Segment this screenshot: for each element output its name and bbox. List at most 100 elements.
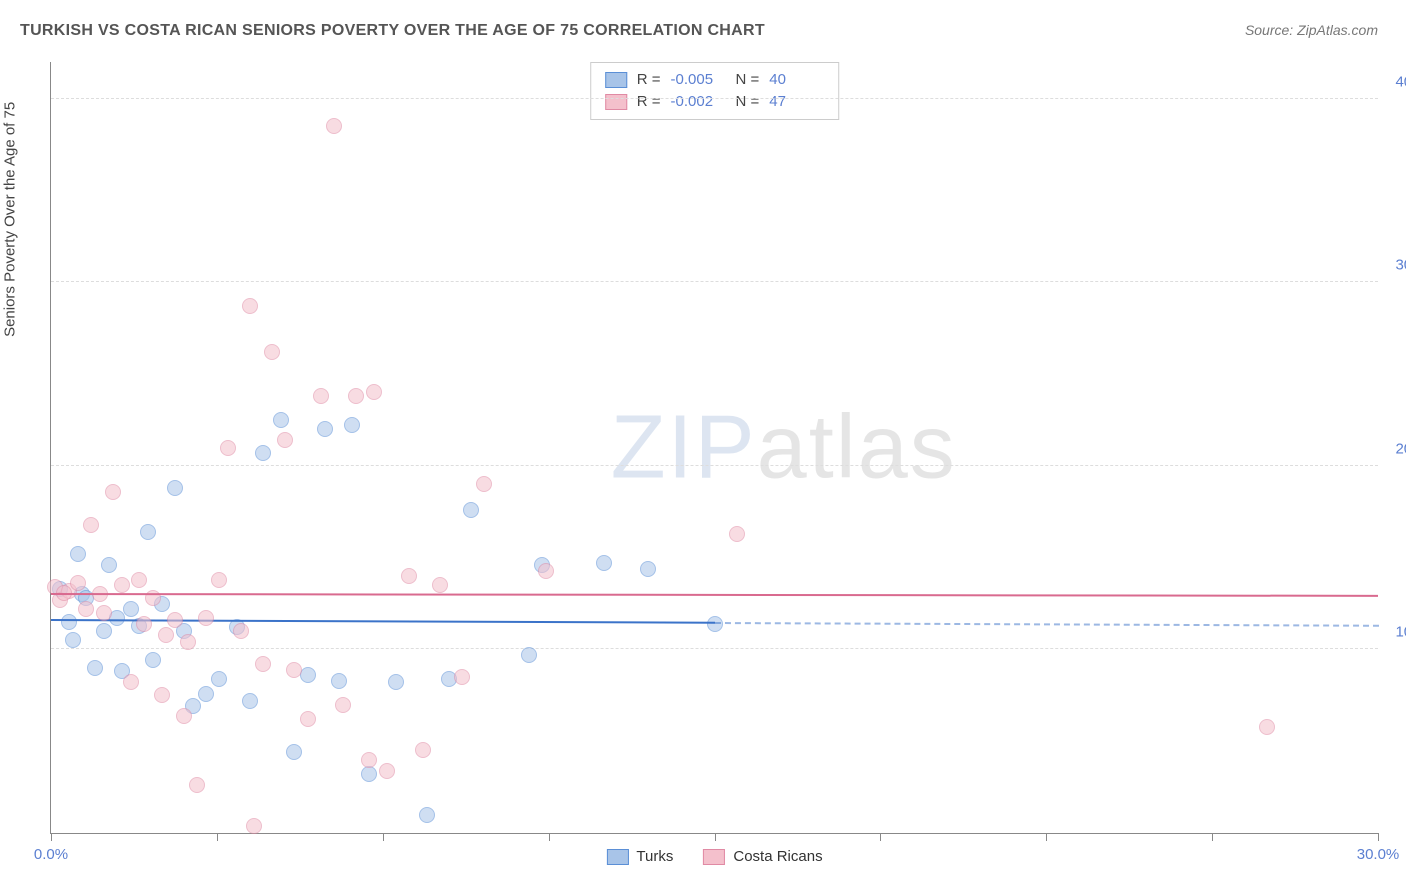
- x-tick: [715, 833, 716, 841]
- data-point: [463, 502, 479, 518]
- data-point: [388, 674, 404, 690]
- data-point: [415, 742, 431, 758]
- data-point: [1259, 719, 1275, 735]
- correlation-legend: R = -0.005 N = 40 R = -0.002 N = 47: [590, 62, 840, 120]
- data-point: [233, 623, 249, 639]
- data-point: [189, 777, 205, 793]
- x-tick: [383, 833, 384, 841]
- legend-swatch: [606, 849, 628, 865]
- data-point: [158, 627, 174, 643]
- data-point: [313, 388, 329, 404]
- data-point: [273, 412, 289, 428]
- data-point: [242, 298, 258, 314]
- data-point: [331, 673, 347, 689]
- data-point: [264, 344, 280, 360]
- data-point: [432, 577, 448, 593]
- data-point: [220, 440, 236, 456]
- series-legend: Turks Costa Ricans: [606, 848, 822, 865]
- data-point: [476, 476, 492, 492]
- x-tick: [51, 833, 52, 841]
- data-point: [255, 445, 271, 461]
- watermark: ZIPatlas: [611, 396, 957, 499]
- data-point: [105, 484, 121, 500]
- data-point: [317, 421, 333, 437]
- data-point: [140, 524, 156, 540]
- data-point: [70, 546, 86, 562]
- data-point: [65, 632, 81, 648]
- data-point: [286, 662, 302, 678]
- data-point: [344, 417, 360, 433]
- x-tick: [549, 833, 550, 841]
- data-point: [211, 572, 227, 588]
- data-point: [335, 697, 351, 713]
- data-point: [114, 577, 130, 593]
- gridline: [51, 98, 1378, 99]
- data-point: [78, 601, 94, 617]
- data-point: [640, 561, 656, 577]
- data-point: [379, 763, 395, 779]
- series-legend-item: Turks: [606, 848, 673, 865]
- data-point: [123, 601, 139, 617]
- data-point: [136, 616, 152, 632]
- gridline: [51, 648, 1378, 649]
- data-point: [61, 614, 77, 630]
- gridline: [51, 465, 1378, 466]
- data-point: [538, 563, 554, 579]
- legend-row-turks: R = -0.005 N = 40: [605, 69, 825, 91]
- data-point: [326, 118, 342, 134]
- data-point: [521, 647, 537, 663]
- data-point: [211, 671, 227, 687]
- data-point: [366, 384, 382, 400]
- gridline: [51, 281, 1378, 282]
- x-tick: [880, 833, 881, 841]
- data-point: [255, 656, 271, 672]
- series-legend-item: Costa Ricans: [703, 848, 822, 865]
- data-point: [286, 744, 302, 760]
- data-point: [198, 686, 214, 702]
- source-attribution: Source: ZipAtlas.com: [1245, 22, 1378, 38]
- data-point: [176, 708, 192, 724]
- chart-title: TURKISH VS COSTA RICAN SENIORS POVERTY O…: [20, 22, 765, 40]
- x-tick: [1378, 833, 1379, 841]
- data-point: [154, 687, 170, 703]
- data-point: [83, 517, 99, 533]
- data-point: [596, 555, 612, 571]
- trend-line: [51, 593, 1378, 597]
- data-point: [729, 526, 745, 542]
- chart-container: TURKISH VS COSTA RICAN SENIORS POVERTY O…: [0, 0, 1406, 892]
- data-point: [167, 612, 183, 628]
- data-point: [361, 752, 377, 768]
- x-tick: [217, 833, 218, 841]
- data-point: [180, 634, 196, 650]
- data-point: [277, 432, 293, 448]
- data-point: [70, 575, 86, 591]
- trend-line-dashed: [714, 622, 1378, 627]
- data-point: [145, 652, 161, 668]
- data-point: [300, 711, 316, 727]
- data-point: [101, 557, 117, 573]
- plot-area: ZIPatlas R = -0.005 N = 40 R = -0.002 N …: [50, 62, 1378, 834]
- data-point: [198, 610, 214, 626]
- data-point: [348, 388, 364, 404]
- data-point: [401, 568, 417, 584]
- y-tick-label: 20.0%: [1383, 440, 1406, 457]
- data-point: [96, 623, 112, 639]
- y-axis-label: Seniors Poverty Over the Age of 75: [2, 102, 19, 337]
- data-point: [131, 572, 147, 588]
- x-tick: [1212, 833, 1213, 841]
- legend-swatch: [605, 72, 627, 88]
- y-tick-label: 40.0%: [1383, 73, 1406, 90]
- data-point: [246, 818, 262, 834]
- data-point: [96, 605, 112, 621]
- data-point: [167, 480, 183, 496]
- data-point: [242, 693, 258, 709]
- legend-swatch: [605, 94, 627, 110]
- x-tick-label: 30.0%: [1357, 846, 1400, 863]
- y-tick-label: 10.0%: [1383, 624, 1406, 641]
- x-tick-label: 0.0%: [34, 846, 68, 863]
- x-tick: [1046, 833, 1047, 841]
- legend-swatch: [703, 849, 725, 865]
- data-point: [419, 807, 435, 823]
- legend-row-costaricans: R = -0.002 N = 47: [605, 91, 825, 113]
- y-tick-label: 30.0%: [1383, 257, 1406, 274]
